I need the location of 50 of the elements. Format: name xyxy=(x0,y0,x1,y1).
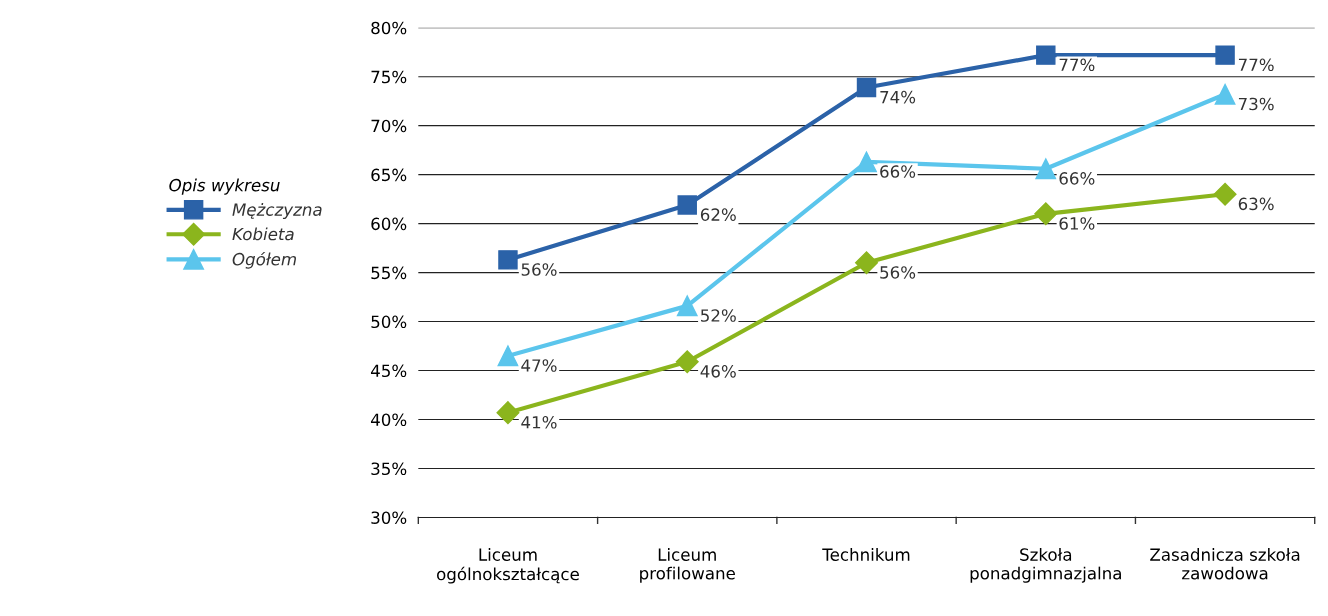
x-tick-label: Szkoła ponadgimnazjalna xyxy=(970,548,1121,583)
y-tick-label: 30% xyxy=(371,511,407,525)
data-label: 62% xyxy=(700,208,736,221)
data-label: 41% xyxy=(521,415,557,429)
point xyxy=(498,250,518,270)
y-tick-label: 65% xyxy=(371,168,407,182)
point xyxy=(1036,45,1056,65)
point xyxy=(677,195,697,215)
y-tick-label: 75% xyxy=(371,70,407,84)
point xyxy=(1214,83,1236,105)
y-tick-label: 50% xyxy=(371,315,407,329)
point xyxy=(1215,45,1235,65)
y-tick-label: 55% xyxy=(371,266,407,280)
y-tick-label: 35% xyxy=(371,462,407,476)
legend-label: Ogółem xyxy=(232,251,296,269)
y-tick-label: 60% xyxy=(371,217,407,231)
data-label: 74% xyxy=(880,90,916,104)
x-tick-label: Technikum xyxy=(822,548,910,561)
data-label: 47% xyxy=(521,359,557,372)
y-tick-label: 40% xyxy=(370,413,407,427)
data-label: 46% xyxy=(700,365,736,378)
y-tick-label: 45% xyxy=(370,364,407,378)
point xyxy=(1213,182,1237,206)
legend-title: Opis wykresu xyxy=(169,178,280,195)
point xyxy=(675,350,699,374)
data-label: 77% xyxy=(1238,58,1274,72)
point xyxy=(856,77,877,98)
data-label: 66% xyxy=(1059,172,1095,185)
data-label: 61% xyxy=(1059,217,1095,230)
data-label: 77% xyxy=(1059,58,1095,72)
point xyxy=(676,295,698,317)
point xyxy=(1035,158,1057,180)
legend-label: Kobieta xyxy=(232,227,294,241)
point xyxy=(496,401,520,425)
point xyxy=(855,251,879,275)
point xyxy=(1034,202,1058,226)
point xyxy=(497,345,519,367)
point xyxy=(856,151,877,173)
legend-label: Mężczyzna xyxy=(232,202,322,220)
x-tick-label: Liceum ogólnokształcące xyxy=(437,548,579,584)
data-label: 52% xyxy=(701,309,736,322)
data-label: 66% xyxy=(880,165,916,178)
x-tick-label: Liceum profilowane xyxy=(640,548,735,583)
data-label: 56% xyxy=(521,263,557,276)
data-label: 56% xyxy=(880,266,916,279)
x-tick-label: Zasadnicza szkoła zawodowa xyxy=(1150,548,1300,580)
y-tick-label: 80% xyxy=(371,21,407,35)
data-label: 73% xyxy=(1238,97,1274,111)
y-tick-label: 70% xyxy=(371,119,407,133)
data-label: 63% xyxy=(1238,197,1274,211)
